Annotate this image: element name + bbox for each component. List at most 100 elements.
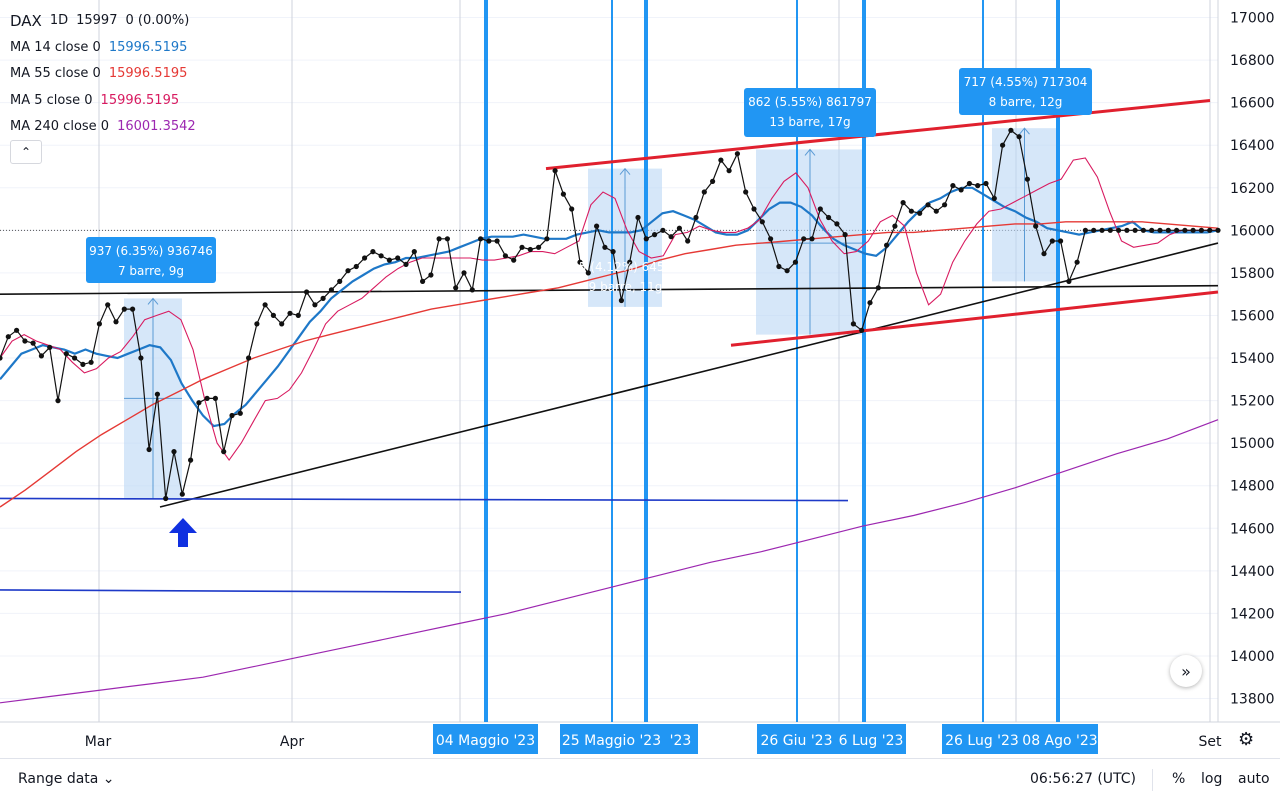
symbol[interactable]: DAX — [10, 12, 42, 30]
indicator-value: 15996.5195 — [100, 92, 180, 108]
price-point — [5, 334, 11, 340]
price-point — [792, 259, 799, 265]
price-point — [345, 268, 351, 274]
price-point — [444, 236, 450, 242]
price-point — [121, 306, 127, 312]
measure-text-1: 862 (5.55%) 861797 — [748, 95, 872, 109]
price-point — [627, 259, 633, 265]
price-point — [594, 223, 600, 229]
price-tick-label: 16800 — [1230, 53, 1275, 69]
price-point — [544, 236, 550, 242]
price-point — [1016, 134, 1022, 140]
price-point — [809, 236, 815, 242]
trend-line — [159, 242, 1219, 508]
price-point — [933, 208, 939, 214]
price-point — [1215, 227, 1221, 233]
price-point — [635, 214, 641, 221]
price-point — [1174, 227, 1180, 233]
measure-box — [959, 68, 1092, 115]
price-point — [1190, 227, 1196, 233]
price-point — [287, 310, 293, 316]
vertical-lines — [484, 0, 1060, 722]
trend-line — [545, 99, 1211, 171]
price-point — [47, 344, 53, 350]
measure-text-2: 13 barre, 17g — [769, 115, 850, 129]
range-date-button[interactable]: Range data ⌄ — [18, 771, 115, 787]
price-point — [942, 202, 948, 208]
price-axis: 17000 16800 16600 16400 16200 16000 15800 15600… — [1230, 11, 1275, 708]
price-point — [154, 391, 160, 397]
price-point — [693, 214, 699, 221]
price-point — [850, 321, 857, 327]
price-point — [834, 221, 840, 227]
price-tick-label: 14800 — [1230, 479, 1275, 495]
price-point — [1116, 227, 1122, 233]
grid — [0, 0, 1280, 723]
price-point — [353, 263, 359, 270]
percent-scale-toggle[interactable]: % — [1172, 771, 1186, 787]
price-point — [1099, 227, 1105, 233]
price-point — [875, 285, 881, 291]
time-tick-label: Mar — [85, 734, 112, 750]
price-point — [610, 249, 616, 255]
legend-indicator[interactable]: MA 55 close 0 15996.5195 — [10, 61, 196, 88]
measure-box — [744, 88, 876, 137]
price-point — [130, 306, 136, 312]
price-point — [196, 400, 202, 406]
utc-clock[interactable]: 06:56:27 (UTC) — [1030, 771, 1137, 787]
indicator-label: MA 5 close 0 — [10, 92, 93, 108]
time-highlight-bg — [836, 724, 906, 754]
price-tick-label: 13800 — [1230, 692, 1275, 708]
price-point — [270, 312, 276, 318]
price-point — [925, 202, 931, 208]
time-tick-label: Apr — [280, 734, 304, 750]
ma-line — [0, 157, 1218, 462]
price-point — [726, 168, 732, 174]
price-point — [983, 180, 989, 187]
price-point — [370, 249, 376, 255]
price-point — [751, 206, 757, 212]
price-point — [958, 187, 964, 193]
legend-main[interactable]: DAX 1D 15997 0 (0.00%) — [10, 8, 196, 35]
price-point — [229, 412, 235, 419]
price-point — [80, 361, 86, 367]
price-point — [1082, 227, 1088, 233]
legend-indicator[interactable]: MA 14 close 0 15996.5195 — [10, 35, 196, 62]
measure-text-1: 937 (6.35%) 936746 — [89, 244, 213, 258]
price-tick-label: 14200 — [1230, 606, 1275, 622]
measure-arrowhead — [804, 148, 816, 156]
price-point — [494, 238, 500, 244]
price-point — [660, 227, 666, 233]
price-point — [1198, 227, 1204, 233]
price-point — [453, 285, 459, 291]
indicator-value: 16001.3542 — [117, 119, 196, 134]
last-price: 15997 — [76, 13, 118, 28]
divider — [1152, 769, 1153, 791]
price-point — [486, 238, 492, 244]
price-tick-label: 14400 — [1230, 564, 1275, 580]
measure-text-1: 717 (4.55%) 717304 — [964, 75, 1088, 89]
interval[interactable]: 1D — [49, 13, 69, 28]
indicator-value: 15996.5195 — [108, 66, 188, 81]
time-highlight-bg — [560, 724, 663, 754]
chevron-up-icon[interactable]: ⌃ — [10, 140, 42, 164]
price-tick-label: 15800 — [1230, 266, 1275, 282]
double-chevron-right-icon[interactable]: » — [1170, 655, 1202, 687]
ma-line — [0, 419, 1219, 704]
time-tick-label: Set — [1199, 734, 1223, 750]
price-tick-label: 14000 — [1230, 649, 1275, 665]
log-scale-toggle[interactable]: log — [1201, 771, 1223, 787]
auto-scale-toggle[interactable]: auto — [1238, 771, 1270, 787]
price-point — [1000, 142, 1006, 148]
gear-icon[interactable]: ⚙ — [1238, 729, 1255, 750]
time-highlight-label: '23 — [670, 733, 692, 749]
legend-indicator[interactable]: MA 240 close 0 16001.3542 — [10, 114, 196, 141]
measure-arrowhead — [1019, 127, 1030, 135]
price-point — [1041, 251, 1047, 257]
price-point — [1124, 227, 1130, 233]
price-point — [88, 359, 94, 365]
legend-indicator[interactable]: MA 5 close 0 15996.5195 — [10, 88, 196, 115]
price-point — [328, 287, 334, 293]
price-point — [643, 236, 649, 242]
